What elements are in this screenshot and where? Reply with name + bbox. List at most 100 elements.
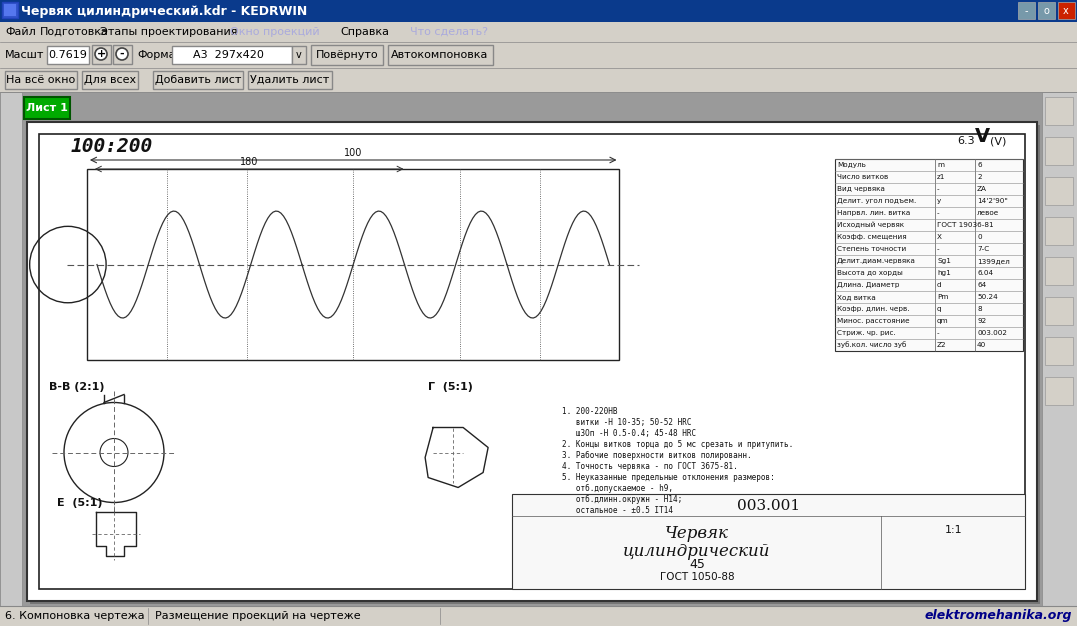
Bar [1045, 297, 1073, 325]
Text: В-В (2:1): В-В (2:1) [48, 382, 104, 393]
Bar [0, 92, 22, 606]
Bar [0, 606, 1077, 626]
Bar [0, 0, 1077, 22]
Text: Г  (5:1): Г (5:1) [429, 382, 473, 393]
Bar [292, 46, 306, 64]
Text: Справка: Справка [340, 27, 389, 37]
Bar [30, 125, 1040, 604]
Text: X: X [937, 234, 942, 240]
Text: 50.24: 50.24 [977, 294, 997, 300]
Circle shape [95, 48, 107, 60]
Bar [92, 45, 111, 64]
Text: 5. Неуказанные предельные отклонения размеров:: 5. Неуказанные предельные отклонения раз… [561, 473, 774, 482]
Text: Степень точности: Степень точности [837, 246, 906, 252]
Text: 003.002: 003.002 [977, 330, 1007, 336]
Text: 0: 0 [977, 234, 981, 240]
Text: o: o [1043, 6, 1049, 16]
Text: 1. 200-220НВ: 1. 200-220НВ [561, 407, 617, 416]
Bar [0, 68, 1077, 92]
Bar [27, 122, 1037, 601]
Bar [311, 45, 383, 65]
Bar [87, 169, 619, 360]
Text: Размещение проекций на чертеже: Размещение проекций на чертеже [155, 611, 361, 621]
Text: q: q [937, 306, 941, 312]
Bar [388, 45, 493, 65]
Text: y: y [937, 198, 941, 204]
Text: -: - [937, 246, 939, 252]
Bar [1045, 97, 1073, 125]
Text: А3  297x420: А3 297x420 [193, 50, 264, 60]
Text: -: - [937, 210, 939, 216]
Bar [24, 97, 70, 119]
Text: Червяк: Червяк [665, 525, 729, 543]
Bar [1058, 2, 1075, 19]
Text: 40: 40 [977, 342, 987, 348]
Text: x: x [1063, 6, 1068, 16]
Bar [0, 42, 1077, 68]
Text: Формат: Формат [137, 50, 182, 60]
Text: 100: 100 [344, 148, 362, 158]
Bar [0, 92, 1077, 606]
Text: Модуль: Модуль [837, 162, 866, 168]
Bar [1018, 2, 1035, 19]
Bar [113, 45, 132, 64]
Text: Этапы проектирования: Этапы проектирования [100, 27, 238, 37]
Text: Файл: Файл [5, 27, 36, 37]
Text: 7-C: 7-C [977, 246, 990, 252]
Text: 100:200: 100:200 [71, 137, 153, 156]
Text: 0.7619: 0.7619 [48, 50, 87, 60]
Text: -: - [120, 49, 124, 59]
Text: ГОСТ 1050-88: ГОСТ 1050-88 [659, 572, 735, 582]
Text: Z2: Z2 [937, 342, 947, 348]
Text: 14'2'90": 14'2'90" [977, 198, 1008, 204]
Text: Добавить лист: Добавить лист [155, 75, 241, 85]
Text: d: d [937, 282, 941, 288]
Text: ZA: ZA [977, 186, 987, 192]
Text: 6.04: 6.04 [977, 270, 993, 276]
Text: Напрвл. лин. витка: Напрвл. лин. витка [837, 210, 910, 216]
Text: Для всех: Для всех [84, 75, 136, 85]
Bar [1038, 2, 1055, 19]
Bar [5, 71, 76, 89]
Text: 2. Концы витков торца до 5 мс срезать и притупить.: 2. Концы витков торца до 5 мс срезать и … [561, 440, 793, 449]
Text: 180: 180 [240, 157, 258, 167]
Text: hg1: hg1 [937, 270, 951, 276]
Text: отб.допускаемое - h9,: отб.допускаемое - h9, [561, 484, 672, 493]
Text: Длина. Диаметр: Длина. Диаметр [837, 282, 899, 288]
Text: Исходный червяк: Исходный червяк [837, 222, 904, 228]
Text: шЗОп -Н 0.5-0.4; 45-48 HRC: шЗОп -Н 0.5-0.4; 45-48 HRC [561, 429, 696, 438]
Text: qm: qm [937, 318, 949, 324]
Text: 45: 45 [689, 558, 704, 570]
Text: z1: z1 [937, 174, 946, 180]
Text: ГОСТ 19036-81: ГОСТ 19036-81 [937, 222, 994, 228]
Text: отб.длинн.окружн - H14;: отб.длинн.окружн - H14; [561, 495, 682, 504]
Text: 3. Рабочие поверхности витков полированн.: 3. Рабочие поверхности витков полированн… [561, 451, 751, 460]
Bar [835, 159, 1023, 351]
Bar [153, 71, 243, 89]
Text: Коэфф. смещения: Коэфф. смещения [837, 234, 907, 240]
Text: 1399дел: 1399дел [977, 258, 1010, 264]
Text: -: - [937, 186, 939, 192]
Text: Sg1: Sg1 [937, 258, 951, 264]
Text: 6. Компоновка чертежа: 6. Компоновка чертежа [5, 611, 144, 621]
Bar [47, 46, 89, 64]
Text: Е  (5:1): Е (5:1) [57, 498, 102, 508]
Text: -: - [1024, 6, 1027, 16]
Text: Окно проекций: Окно проекций [230, 27, 320, 37]
Text: 8: 8 [977, 306, 981, 312]
Text: Автокомпоновка: Автокомпоновка [391, 50, 489, 60]
Text: Высота до хорды: Высота до хорды [837, 270, 903, 276]
Text: Лист 1: Лист 1 [26, 103, 68, 113]
Bar [39, 134, 1025, 589]
Bar [82, 71, 138, 89]
Bar [0, 22, 1077, 42]
Text: Повёрнуто: Повёрнуто [316, 50, 378, 60]
Text: Масшт: Масшт [5, 50, 44, 60]
Text: v: v [296, 50, 302, 60]
Bar [1043, 92, 1077, 606]
Text: +: + [96, 49, 106, 59]
Text: Вид червяка: Вид червяка [837, 186, 885, 192]
Text: левое: левое [977, 210, 999, 216]
Text: 1:1: 1:1 [945, 525, 962, 535]
Text: Делит. угол подъем.: Делит. угол подъем. [837, 198, 917, 204]
